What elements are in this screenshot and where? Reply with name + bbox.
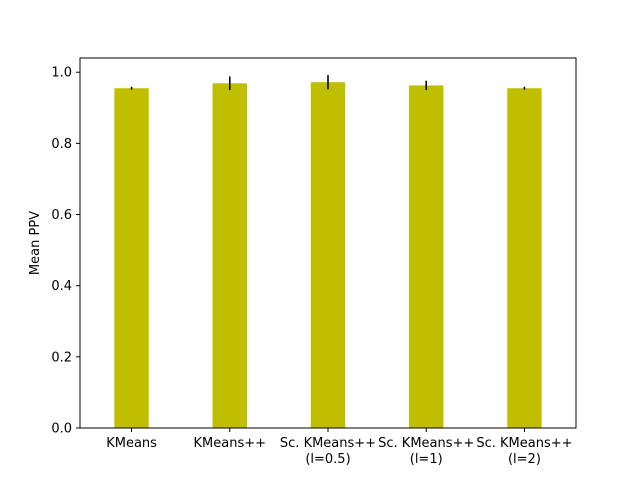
x-tick-label: (l=2): [508, 452, 541, 467]
y-tick-label: 0.4: [51, 279, 72, 294]
x-tick-label: Sc. KMeans++: [476, 436, 572, 451]
bars-group: [114, 82, 542, 429]
bar: [114, 88, 149, 428]
x-tick-label: KMeans: [106, 436, 157, 451]
y-tick-label: 0.6: [51, 208, 72, 223]
x-tick-label: Sc. KMeans++: [378, 436, 474, 451]
x-tick-label: Sc. KMeans++: [280, 436, 376, 451]
x-axis: KMeans KMeans++ Sc. KMeans++(l=0.5)Sc. KMe…: [106, 428, 573, 467]
bar: [310, 82, 346, 428]
bar: [212, 83, 247, 428]
bar: [409, 85, 444, 429]
error-bars-group: [130, 75, 526, 91]
x-tick-label: (l=0.5): [305, 452, 350, 467]
x-tick-label: (l=1): [410, 452, 443, 467]
y-tick-label: 0.8: [51, 137, 72, 152]
y-axis-label: Mean PPV: [28, 211, 43, 275]
x-tick-label: KMeans++: [194, 436, 267, 451]
y-axis: 0.0 0.2 0.4 0.6 0.8 1.0: [51, 66, 80, 437]
y-tick-label: 1.0: [51, 66, 72, 81]
bar: [507, 88, 542, 428]
y-tick-label: 0.0: [51, 422, 72, 437]
y-tick-label: 0.2: [51, 350, 72, 365]
